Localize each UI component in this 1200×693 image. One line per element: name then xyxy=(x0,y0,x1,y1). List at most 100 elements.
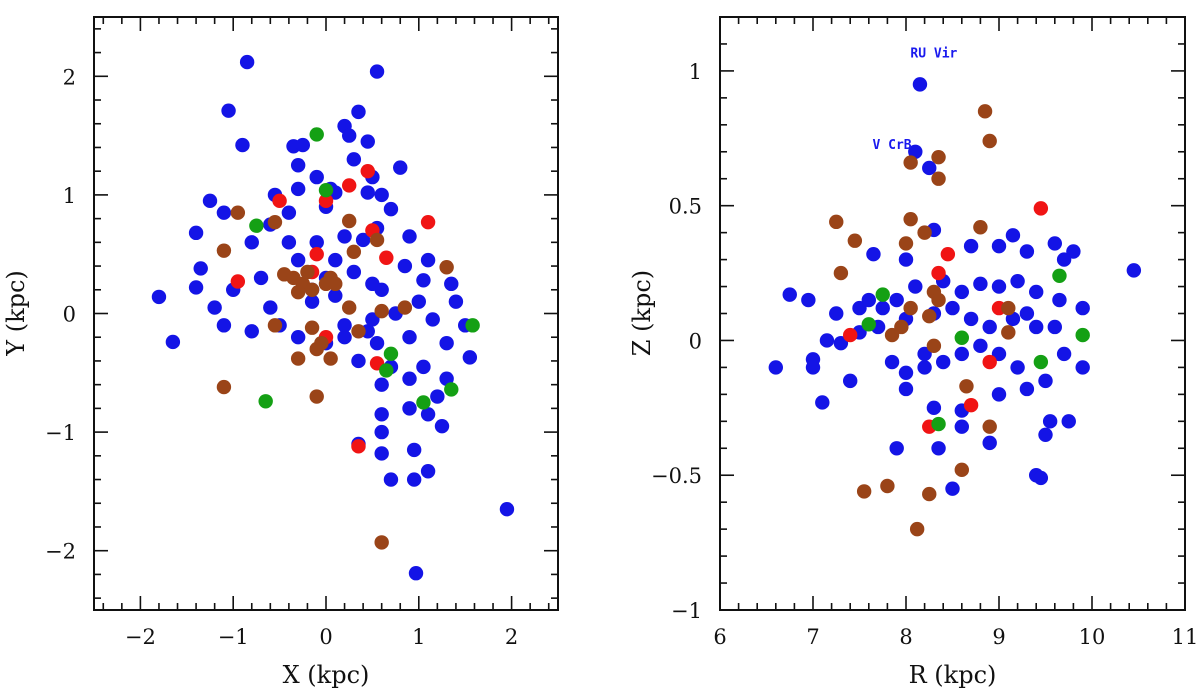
point-brown xyxy=(903,211,918,227)
point-blue xyxy=(430,389,445,404)
point-green xyxy=(954,330,969,345)
point-green xyxy=(249,218,264,233)
point-brown xyxy=(216,379,232,395)
point-blue xyxy=(374,187,389,203)
point-blue xyxy=(188,225,204,241)
point-blue xyxy=(1033,470,1049,486)
point-blue xyxy=(309,235,324,250)
plot-frame xyxy=(93,16,559,611)
point-brown xyxy=(833,265,849,281)
point-blue xyxy=(982,435,997,451)
x-tick-label: 0 xyxy=(319,625,332,649)
y-tick-label: 0 xyxy=(689,329,702,353)
point-blue xyxy=(973,276,988,292)
point-blue xyxy=(843,373,858,389)
point-green xyxy=(861,317,876,332)
point-blue xyxy=(815,395,830,410)
series-blue xyxy=(768,77,1142,496)
point-blue xyxy=(383,201,399,217)
point-blue xyxy=(244,235,259,250)
point-brown xyxy=(351,324,366,339)
data-points xyxy=(151,54,515,581)
point-brown xyxy=(847,233,863,248)
point-blue xyxy=(852,300,867,316)
point-blue xyxy=(346,264,362,280)
tick-marks xyxy=(719,16,1186,611)
point-blue xyxy=(991,279,1007,294)
point-blue xyxy=(945,481,960,496)
point-blue xyxy=(416,273,431,288)
point-blue xyxy=(1010,273,1025,289)
point-blue xyxy=(420,407,436,422)
point-brown xyxy=(1001,325,1016,340)
point-green xyxy=(1075,327,1090,343)
point-brown xyxy=(290,284,306,300)
point-blue xyxy=(402,371,417,386)
point-blue xyxy=(917,346,932,362)
point-brown xyxy=(880,478,895,494)
x-tick-label: 2 xyxy=(505,625,518,649)
point-blue xyxy=(337,229,352,244)
x-tick-label: 9 xyxy=(992,625,1005,649)
point-brown xyxy=(903,300,918,316)
series-red xyxy=(230,163,436,454)
point-blue xyxy=(290,181,306,197)
point-blue xyxy=(281,235,297,250)
point-brown xyxy=(922,486,937,502)
series-brown xyxy=(216,205,454,550)
point-blue xyxy=(1019,244,1035,259)
point-blue xyxy=(963,311,979,327)
point-brown xyxy=(959,379,974,394)
point-red xyxy=(940,247,956,262)
point-blue xyxy=(393,160,408,175)
point-blue xyxy=(884,354,900,370)
point-blue xyxy=(235,137,250,153)
point-green xyxy=(1033,354,1049,370)
point-green xyxy=(258,394,273,409)
point-blue xyxy=(342,128,357,143)
point-blue xyxy=(290,330,306,345)
point-blue xyxy=(1042,414,1058,429)
point-brown xyxy=(216,243,232,258)
point-blue xyxy=(202,193,218,209)
point-red xyxy=(360,163,375,179)
point-blue xyxy=(1056,346,1072,362)
point-blue xyxy=(360,134,375,149)
point-blue xyxy=(165,334,181,350)
point-blue xyxy=(420,252,436,268)
point-brown xyxy=(304,282,320,297)
tick-marks xyxy=(94,17,558,610)
point-brown xyxy=(973,220,988,235)
point-brown xyxy=(267,214,283,230)
point-blue xyxy=(1005,311,1021,327)
point-blue xyxy=(369,335,385,351)
point-blue xyxy=(374,282,389,297)
point-blue xyxy=(239,54,255,70)
point-red xyxy=(420,214,436,230)
point-blue xyxy=(1075,360,1090,375)
point-blue xyxy=(1005,228,1021,243)
point-blue xyxy=(866,247,881,262)
y-tick-label: 2 xyxy=(63,65,76,89)
point-blue xyxy=(193,261,208,276)
point-blue xyxy=(360,185,375,200)
point-red xyxy=(1033,201,1049,216)
point-blue xyxy=(917,360,932,375)
xy-panel: −2 −1 0 1 2 −2 −1 0 1 2 X (kpc) Y (kpc) xyxy=(2,16,559,689)
x-tick-label: 10 xyxy=(1079,625,1106,649)
point-blue xyxy=(926,400,942,416)
point-blue xyxy=(801,292,816,308)
point-blue xyxy=(328,288,343,303)
point-blue xyxy=(346,152,362,167)
point-brown xyxy=(342,300,357,315)
point-blue xyxy=(499,501,515,517)
point-red xyxy=(318,193,334,209)
point-blue xyxy=(861,292,876,308)
point-blue xyxy=(1056,252,1072,267)
point-blue xyxy=(444,276,459,292)
point-blue xyxy=(188,280,204,295)
point-green xyxy=(875,287,890,302)
x-tick-label: 11 xyxy=(1172,625,1199,649)
point-red xyxy=(982,354,997,370)
